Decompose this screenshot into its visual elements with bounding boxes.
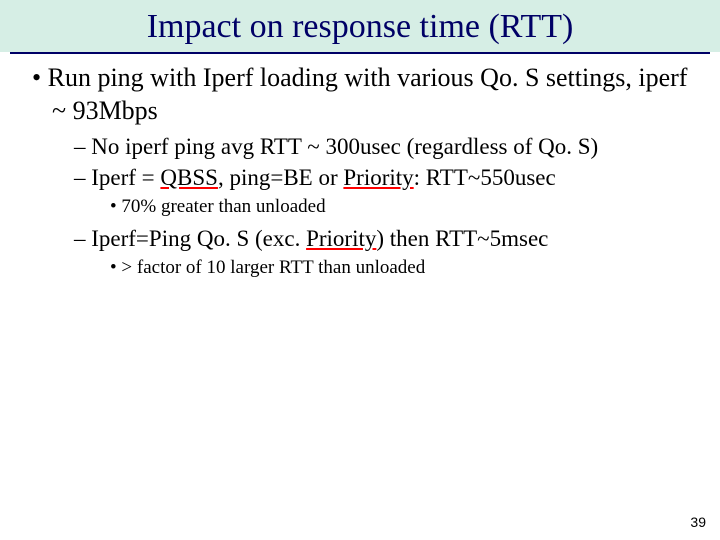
bullet-level2: No iperf ping avg RTT ~ 300usec (regardl…	[20, 133, 700, 162]
bullet-level2: Iperf=Ping Qo. S (exc. Priority) then RT…	[20, 225, 700, 254]
bullet-text-mid: , ping=BE or	[218, 165, 343, 190]
title-bar: Impact on response time (RTT)	[0, 0, 720, 52]
bullet-text: 70% greater than unloaded	[121, 196, 325, 217]
bullet-level3: > factor of 10 larger RTT than unloaded	[20, 256, 700, 281]
bullet-text-post: ) then RTT~5msec	[376, 226, 548, 251]
bullet-text-pre: Iperf=Ping Qo. S (exc.	[91, 226, 306, 251]
bullet-text: Run ping with Iperf loading with various…	[48, 63, 688, 125]
highlight-qbss: QBSS	[160, 165, 218, 190]
highlight-priority: Priority	[343, 165, 413, 190]
bullet-level3: 70% greater than unloaded	[20, 195, 700, 220]
bullet-level1: Run ping with Iperf loading with various…	[20, 62, 700, 127]
bullet-text-pre: Iperf =	[91, 165, 160, 190]
bullet-text: > factor of 10 larger RTT than unloaded	[121, 257, 425, 278]
slide-body: Run ping with Iperf loading with various…	[0, 54, 720, 281]
bullet-level2: Iperf = QBSS, ping=BE or Priority: RTT~5…	[20, 164, 700, 193]
bullet-text-post: : RTT~550usec	[414, 165, 556, 190]
page-number: 39	[690, 514, 706, 530]
slide-title: Impact on response time (RTT)	[147, 8, 574, 46]
highlight-priority: Priority	[306, 226, 376, 251]
bullet-text: No iperf ping avg RTT ~ 300usec (regardl…	[91, 134, 598, 159]
